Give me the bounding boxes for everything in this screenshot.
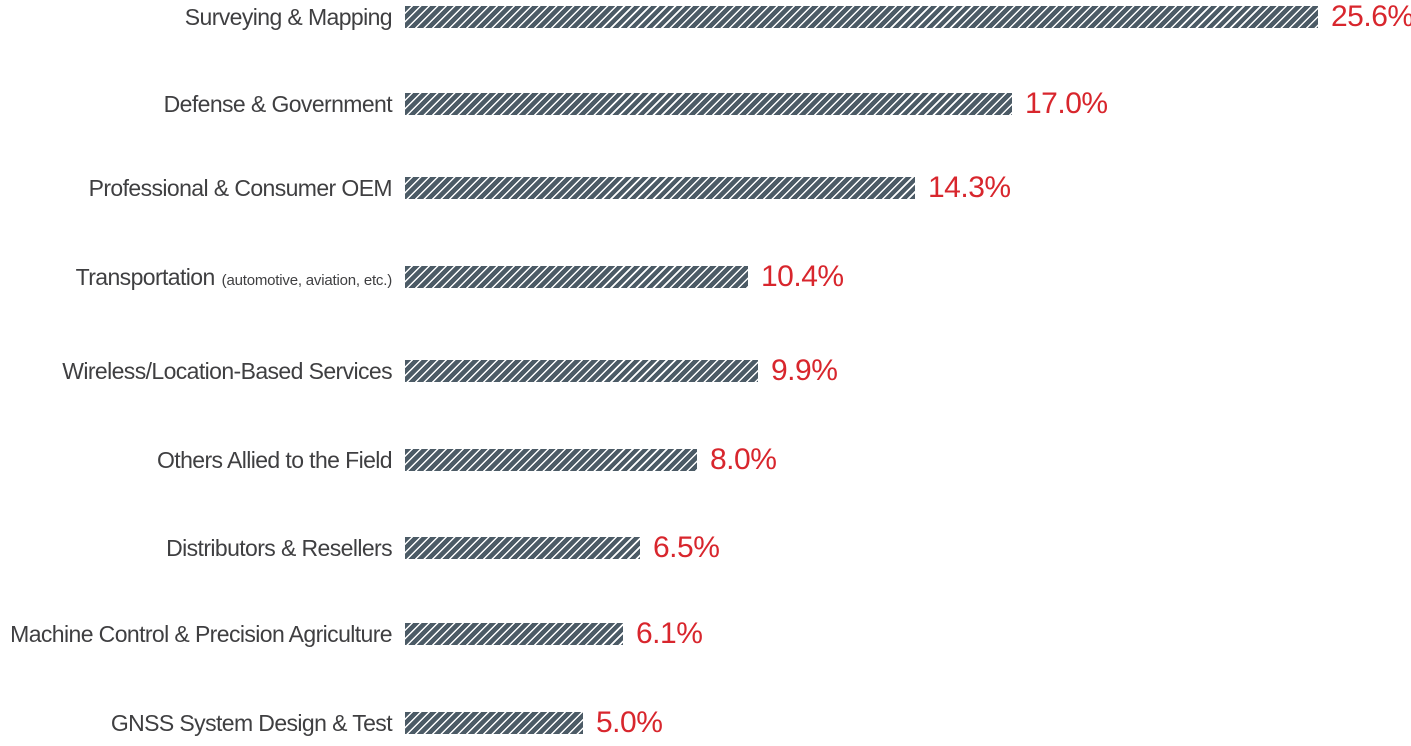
category-label-text: Surveying & Mapping (184, 4, 393, 30)
category-label-text: Professional & Consumer OEM (88, 175, 393, 201)
bar (405, 93, 1012, 115)
chart-row: Defense & Government 17.0% (0, 88, 1411, 119)
value-label: 14.3% (928, 171, 1011, 204)
bar (405, 360, 758, 382)
bar (405, 449, 697, 471)
category-label-text: GNSS System Design & Test (110, 710, 393, 736)
category-label-text: Transportation (75, 264, 216, 290)
chart-row: Others Allied to the Field 8.0% (0, 444, 1411, 475)
chart-row: GNSS System Design & Test 5.0% (0, 707, 1411, 738)
value-label: 6.5% (653, 531, 720, 564)
chart-row: Transportation (automotive, aviation, etc… (0, 261, 1411, 292)
category-label: GNSS System Design & Test (0, 708, 393, 738)
bar (405, 266, 748, 288)
bar (405, 6, 1318, 28)
category-label: Others Allied to the Field (0, 445, 393, 475)
category-label: Wireless/Location-Based Services (0, 356, 392, 386)
value-label: 17.0% (1025, 87, 1108, 120)
value-label: 9.9% (771, 354, 838, 387)
chart-row: Distributors & Resellers 6.5% (0, 532, 1411, 563)
bar (405, 712, 583, 734)
category-label-text: Defense & Government (163, 91, 393, 117)
chart-row: Professional & Consumer OEM 14.3% (0, 172, 1411, 203)
value-label: 6.1% (636, 617, 703, 650)
value-label: 8.0% (710, 443, 777, 476)
category-label-text: Distributors & Resellers (166, 535, 392, 561)
category-label-text: Wireless/Location-Based Services (62, 358, 392, 384)
bar (405, 623, 623, 645)
bar (405, 177, 915, 199)
chart-row: Surveying & Mapping 25.6% (0, 1, 1411, 32)
category-label: Machine Control & Precision Agriculture (0, 619, 392, 649)
value-label: 10.4% (761, 260, 844, 293)
category-label: Surveying & Mapping (0, 2, 393, 32)
category-label: Defense & Government (0, 89, 393, 119)
bar (405, 537, 640, 559)
value-label: 25.6% (1331, 0, 1411, 33)
category-label: Professional & Consumer OEM (0, 173, 393, 203)
category-label: Distributors & Resellers (0, 533, 392, 563)
category-label: Transportation (automotive, aviation, etc… (0, 262, 393, 296)
chart-row: Wireless/Location-Based Services 9.9% (0, 355, 1411, 386)
category-label-text: Others Allied to the Field (157, 447, 393, 473)
value-label: 5.0% (596, 706, 663, 739)
category-sublabel: (automotive, aviation, etc.) (221, 272, 393, 289)
category-label-text: Machine Control & Precision Agriculture (10, 621, 392, 647)
chart-row: Machine Control & Precision Agriculture … (0, 618, 1411, 649)
